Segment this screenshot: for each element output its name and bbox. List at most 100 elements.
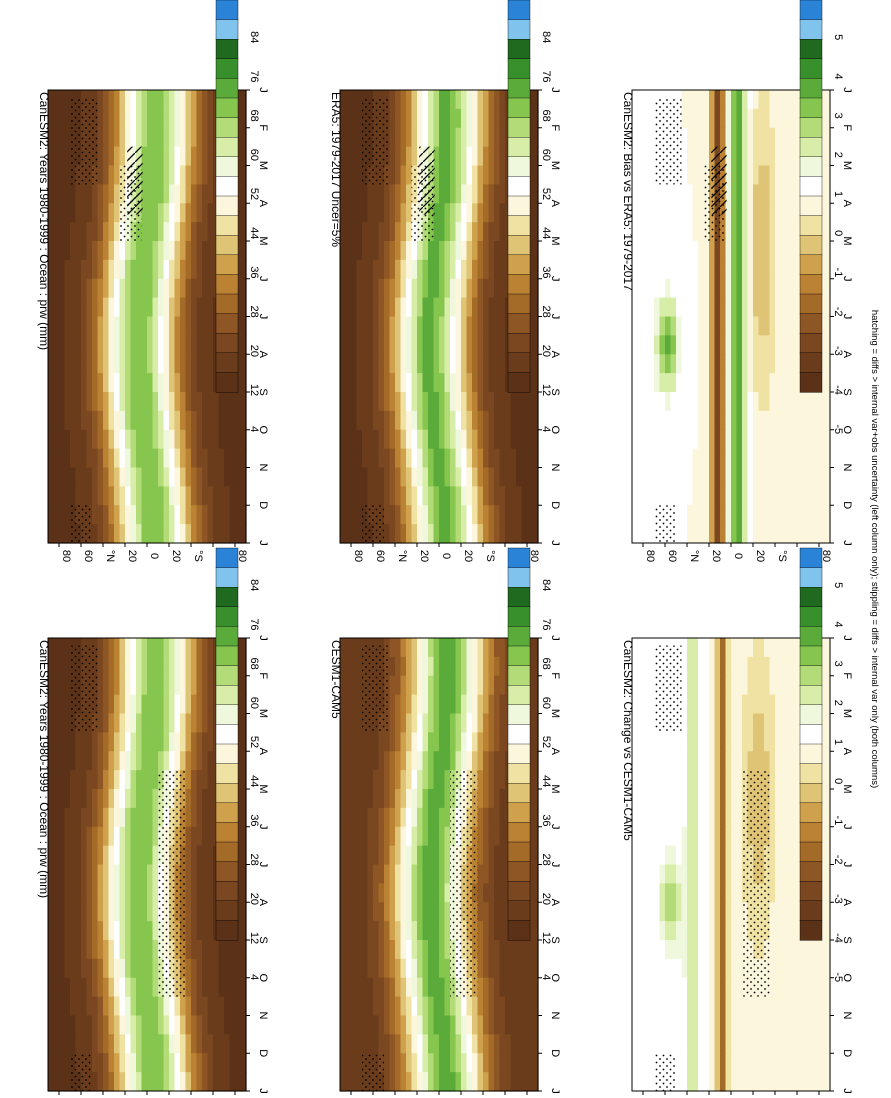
p3-cell xyxy=(411,467,418,487)
p4-cell xyxy=(488,675,495,696)
p3-cell xyxy=(450,448,457,469)
colorbar-swatch xyxy=(507,117,531,138)
p3-cell xyxy=(356,90,363,110)
p2-cell xyxy=(92,751,99,771)
p4-cell xyxy=(384,977,391,998)
p3-cell xyxy=(461,505,468,525)
p1-cell xyxy=(108,429,115,450)
p1-cell xyxy=(141,203,148,223)
p1-cell xyxy=(235,448,242,469)
p2-cell xyxy=(108,675,115,696)
p5-cell xyxy=(742,505,749,525)
p3-cell xyxy=(461,241,468,261)
month-tick-label: J xyxy=(257,276,269,282)
p2-cell xyxy=(202,940,209,960)
p2-cell xyxy=(136,958,143,979)
p2-cell xyxy=(130,656,137,677)
p2-cell xyxy=(119,751,126,771)
p3-cell xyxy=(362,259,369,280)
month-tick-label: A xyxy=(841,200,853,208)
panel-5: CanESM2: Bias vs ERA5: 1979-2017 80 60 °N 2… xyxy=(621,0,853,562)
p4-cell xyxy=(466,675,473,696)
p4-cell xyxy=(395,902,402,922)
p1-cell xyxy=(130,108,137,129)
p5-cell xyxy=(725,467,732,487)
p5-cell xyxy=(786,467,793,487)
p6-cell xyxy=(742,713,749,733)
p1-cell xyxy=(92,505,99,525)
p1-cell xyxy=(53,429,60,450)
p4-cell xyxy=(362,789,369,809)
p2-cell xyxy=(86,902,93,922)
p4-cell xyxy=(400,1034,407,1054)
p3-cell xyxy=(345,429,352,450)
p3-cell xyxy=(477,241,484,261)
p1-cell xyxy=(48,373,55,393)
p2-cell xyxy=(103,694,110,715)
p3-cell xyxy=(389,165,396,185)
p3-cell xyxy=(389,524,396,544)
p5-cell xyxy=(753,354,760,374)
p3-cell xyxy=(483,165,490,185)
p6-cell xyxy=(725,713,732,733)
p3-cell xyxy=(516,410,523,431)
p1-cell xyxy=(59,524,66,544)
p2-cell xyxy=(108,1053,115,1073)
p1-cell xyxy=(70,392,77,412)
p4-cell xyxy=(384,826,391,847)
p1-cell xyxy=(141,241,148,261)
p3-cell xyxy=(373,448,380,469)
p1-cell xyxy=(81,297,88,318)
p4-cell xyxy=(422,656,429,677)
p6-cell xyxy=(824,751,831,771)
p5-cell xyxy=(813,467,820,487)
p2-cell xyxy=(218,977,225,998)
p5-cell xyxy=(742,467,749,487)
p3-cell xyxy=(444,297,451,318)
p5-cell xyxy=(676,222,683,242)
p4-cell xyxy=(417,921,424,941)
p5-cell xyxy=(665,222,672,242)
p3-cell xyxy=(422,392,429,412)
p2-cell xyxy=(86,883,93,903)
p4-cell xyxy=(362,770,369,790)
p1-cell xyxy=(64,297,71,318)
p4-cell xyxy=(532,656,539,677)
p4-cell xyxy=(406,807,413,828)
p3-cell xyxy=(494,524,501,544)
p4-cell xyxy=(532,977,539,998)
p4-cell xyxy=(362,977,369,998)
p1-cell xyxy=(169,297,176,318)
p3-cell xyxy=(378,222,385,242)
p1-cell xyxy=(108,354,115,374)
p4-cell xyxy=(351,1072,358,1092)
p4-cell xyxy=(444,751,451,771)
p5-cell xyxy=(709,259,716,280)
p1-cell xyxy=(125,354,132,374)
p1-cell xyxy=(64,505,71,525)
p3-cell xyxy=(395,316,402,336)
p3-cell xyxy=(450,354,457,374)
p5-cell xyxy=(681,316,688,336)
p4-cell xyxy=(422,864,429,884)
p2-cell xyxy=(180,732,187,752)
p1-cell xyxy=(191,486,198,506)
p1-cell xyxy=(185,373,192,393)
p2-cell xyxy=(48,902,55,922)
p1-cell xyxy=(53,448,60,469)
p1-cell xyxy=(59,486,66,506)
p1-cell xyxy=(75,335,82,355)
p2-cell xyxy=(213,958,220,979)
p1-cell xyxy=(86,448,93,469)
p2-cell xyxy=(86,732,93,752)
p4-cell xyxy=(351,996,358,1017)
p1-cell xyxy=(125,259,132,280)
p1-cell xyxy=(92,222,99,242)
p1-cell xyxy=(114,373,121,393)
p4-cell xyxy=(428,940,435,960)
p6-cell xyxy=(709,732,716,752)
p3-cell xyxy=(472,524,479,544)
p1-cell xyxy=(163,486,170,506)
p4-cell xyxy=(340,789,347,809)
p1-cell xyxy=(213,524,220,544)
